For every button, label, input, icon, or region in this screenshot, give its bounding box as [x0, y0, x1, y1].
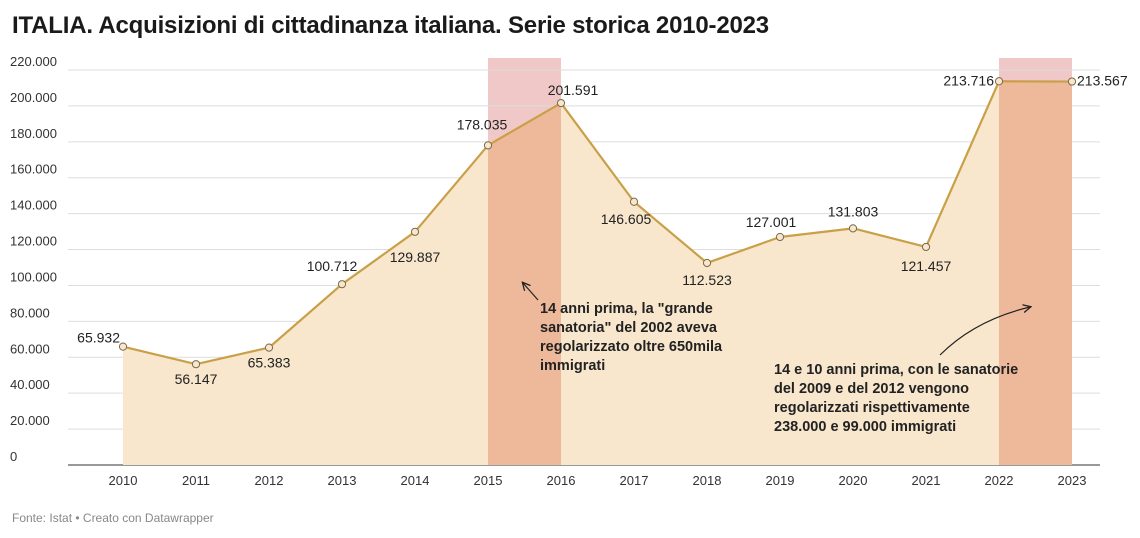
data-label-2013: 100.712 [307, 258, 358, 274]
data-label-2016: 201.591 [548, 82, 599, 98]
annotation-line: regolarizzato oltre 650mila [540, 339, 723, 355]
x-tick-label: 2017 [620, 473, 649, 488]
annotation-1: 14 anni prima, la "grande sanatoria" del … [523, 283, 723, 374]
annotation-line: immigrati [540, 358, 605, 374]
data-label-2015: 178.035 [457, 116, 508, 132]
x-tick-label: 2016 [547, 473, 576, 488]
x-tick-label: 2018 [693, 473, 722, 488]
y-tick-label: 40.000 [10, 377, 50, 392]
y-tick-label: 140.000 [10, 198, 57, 213]
data-label-2010: 65.932 [77, 330, 120, 346]
x-tick-label: 2020 [839, 473, 868, 488]
data-label-2014: 129.887 [390, 249, 441, 265]
series-area [123, 81, 1072, 465]
data-label-2012: 65.383 [248, 355, 291, 371]
data-label-2021: 121.457 [901, 258, 952, 274]
y-tick-label: 80.000 [10, 305, 50, 320]
annotation-line: del 2009 e del 2012 vengono [774, 381, 969, 397]
annotation-line: regolarizzati rispettivamente [774, 400, 970, 416]
source-footer: Fonte: Istat • Creato con Datawrapper [12, 511, 214, 525]
y-tick-label: 200.000 [10, 90, 57, 105]
annotation-line: 14 anni prima, la "grande [540, 301, 713, 317]
data-label-2017: 146.605 [601, 211, 652, 227]
annotation-line: 14 e 10 anni prima, con le sanatorie [774, 362, 1018, 378]
data-point-2017 [629, 197, 639, 206]
data-point-2018 [702, 258, 712, 268]
y-tick-label: 180.000 [10, 126, 57, 141]
annotation-arrow [939, 307, 1030, 356]
x-tick-label: 2012 [255, 473, 284, 488]
annotation-2: 14 e 10 anni prima, con le sanatorie del … [774, 307, 1030, 435]
x-tick-label: 2022 [985, 473, 1014, 488]
data-point-2023 [1067, 77, 1077, 86]
x-tick-label: 2010 [109, 473, 138, 488]
y-tick-label: 0 [10, 449, 17, 464]
data-point-2015 [483, 141, 493, 150]
data-point-2021 [921, 242, 931, 252]
data-point-2022 [994, 77, 1004, 86]
annotation-line: 238.000 e 99.000 immigrati [774, 419, 956, 435]
data-point-2011 [191, 360, 201, 369]
data-point-2016 [556, 98, 566, 108]
y-tick-label: 60.000 [10, 341, 50, 356]
data-label-2022: 213.716 [943, 72, 994, 88]
x-tick-label: 2014 [401, 473, 430, 488]
highlight-band-fill-2 [999, 81, 1072, 465]
x-tick-label: 2015 [474, 473, 503, 488]
y-tick-label: 220.000 [10, 54, 57, 69]
annotation-arrow [523, 283, 539, 301]
data-point-2013 [337, 280, 347, 289]
data-label-2023: 213.567 [1077, 73, 1128, 89]
data-point-2014 [410, 227, 420, 236]
y-tick-label: 100.000 [10, 269, 57, 284]
x-tick-label: 2021 [912, 473, 941, 488]
data-label-2019: 127.001 [746, 214, 797, 230]
data-point-2020 [848, 224, 858, 233]
x-tick-label: 2011 [182, 473, 210, 488]
series-line [122, 80, 1073, 366]
data-point-2019 [775, 232, 785, 242]
data-label-2018: 112.523 [682, 272, 732, 288]
x-tick-label: 2013 [328, 473, 357, 488]
data-label-2020: 131.803 [828, 203, 879, 219]
data-point-2012 [264, 343, 274, 352]
data-point-2010 [118, 342, 128, 351]
x-tick-label: 2019 [766, 473, 795, 488]
x-tick-label: 2023 [1058, 473, 1087, 488]
y-tick-label: 20.000 [10, 413, 50, 428]
annotation-line: sanatoria" del 2002 aveva [540, 320, 718, 336]
data-label-2011: 56.147 [175, 371, 218, 387]
y-tick-label: 120.000 [10, 234, 57, 249]
chart-title: ITALIA. Acquisizioni di cittadinanza ita… [12, 12, 769, 39]
y-tick-label: 160.000 [10, 162, 57, 177]
